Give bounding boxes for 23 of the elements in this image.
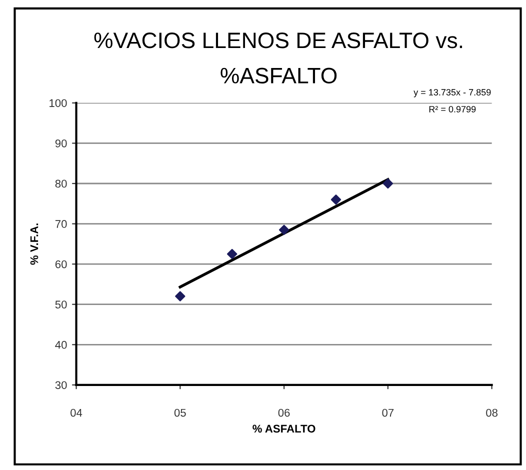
y-tick-label: 40	[55, 340, 67, 349]
y-tick-label: 50	[55, 300, 67, 308]
y-tick-label: 100	[50, 99, 67, 108]
point	[382, 178, 394, 189]
y-tick-label: 70	[55, 220, 67, 228]
x-tick-label: 07	[382, 408, 394, 417]
x-tick-label: 06	[278, 408, 290, 417]
y-axis-title: % V.F.A.	[30, 224, 38, 265]
point	[278, 224, 290, 235]
y-tick-label: 60	[55, 260, 67, 268]
y-tick-label: 90	[55, 139, 67, 148]
text: y = 13.735x - 7.859	[414, 89, 491, 98]
x-tick-label: 05	[174, 408, 186, 417]
annotation: R² = 0.9799	[429, 106, 476, 112]
y-tick-label: 80	[55, 180, 67, 188]
point	[227, 248, 238, 260]
point	[330, 194, 342, 205]
chart-title: %VACIOS LLENOS DE ASFALTO vs. %ASFALTO	[94, 32, 462, 84]
x-tick-label: 04	[70, 408, 82, 417]
x-tick-label: 08	[486, 408, 498, 417]
point	[175, 291, 186, 302]
y-tick-label: 30	[55, 381, 67, 390]
x-axis-title: % ASFALTO	[252, 424, 316, 433]
